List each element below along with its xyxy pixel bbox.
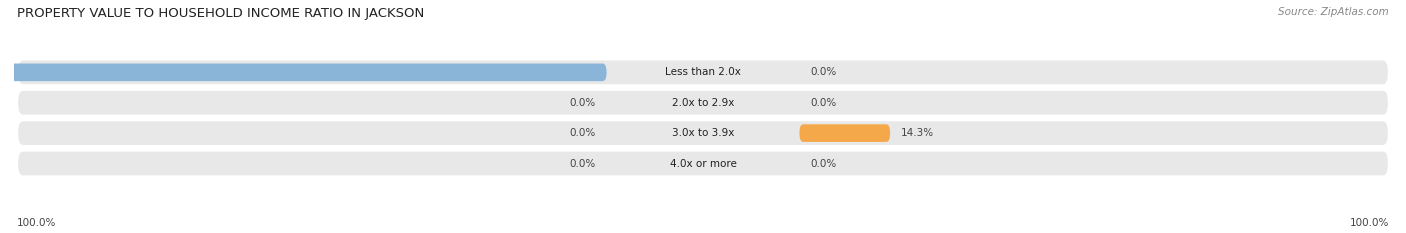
Text: 0.0%: 0.0% bbox=[569, 98, 596, 108]
FancyBboxPatch shape bbox=[800, 124, 890, 142]
Text: 0.0%: 0.0% bbox=[810, 67, 837, 77]
Text: 100.0%: 100.0% bbox=[1350, 218, 1389, 228]
FancyBboxPatch shape bbox=[18, 121, 1388, 145]
FancyBboxPatch shape bbox=[18, 91, 1388, 115]
Text: Source: ZipAtlas.com: Source: ZipAtlas.com bbox=[1278, 7, 1389, 17]
FancyBboxPatch shape bbox=[0, 64, 606, 81]
FancyBboxPatch shape bbox=[18, 152, 1388, 175]
Text: 4.0x or more: 4.0x or more bbox=[669, 158, 737, 168]
Text: 14.3%: 14.3% bbox=[901, 128, 934, 138]
Text: PROPERTY VALUE TO HOUSEHOLD INCOME RATIO IN JACKSON: PROPERTY VALUE TO HOUSEHOLD INCOME RATIO… bbox=[17, 7, 425, 20]
Text: 0.0%: 0.0% bbox=[810, 98, 837, 108]
FancyBboxPatch shape bbox=[18, 61, 1388, 84]
Text: 3.0x to 3.9x: 3.0x to 3.9x bbox=[672, 128, 734, 138]
Text: 100.0%: 100.0% bbox=[17, 218, 56, 228]
Text: 0.0%: 0.0% bbox=[810, 158, 837, 168]
Text: Less than 2.0x: Less than 2.0x bbox=[665, 67, 741, 77]
Text: 0.0%: 0.0% bbox=[569, 128, 596, 138]
Text: 0.0%: 0.0% bbox=[569, 158, 596, 168]
Text: 2.0x to 2.9x: 2.0x to 2.9x bbox=[672, 98, 734, 108]
